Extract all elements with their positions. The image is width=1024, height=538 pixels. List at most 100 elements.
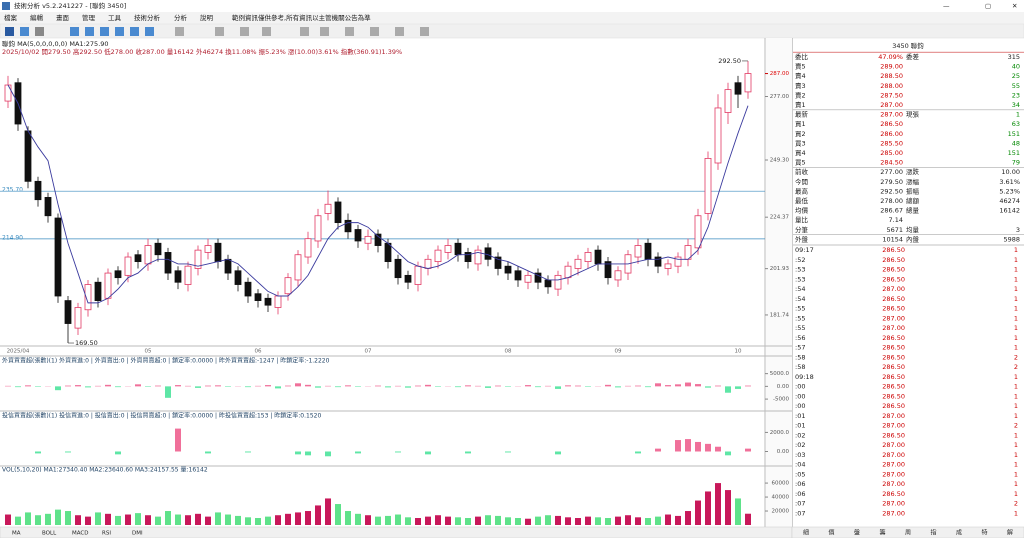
bar xyxy=(575,385,581,387)
quote-value: 55 xyxy=(1012,82,1020,90)
menu-item[interactable]: 管理 xyxy=(82,13,96,22)
bar xyxy=(205,451,211,454)
candle-body xyxy=(234,270,242,285)
view-tab[interactable]: 成 xyxy=(956,529,962,537)
volume-bar xyxy=(735,498,741,525)
candle-body xyxy=(174,270,182,283)
indicator-tab[interactable]: BOLL xyxy=(42,531,57,537)
volume-bar xyxy=(705,491,711,525)
volume-bar xyxy=(525,518,531,525)
volume-bar xyxy=(375,516,381,525)
bar xyxy=(565,385,571,387)
candle-body xyxy=(34,180,42,201)
close[interactable]: ✕ xyxy=(1012,2,1017,10)
volume-bar xyxy=(665,514,671,525)
tick-time: :55 xyxy=(795,314,805,322)
candle-body xyxy=(474,249,482,265)
menu-item[interactable]: 畫面 xyxy=(56,13,70,22)
quote-value: 289.00 xyxy=(880,63,903,71)
quote-value: 315 xyxy=(1008,53,1020,61)
candle-body xyxy=(334,201,342,224)
bar xyxy=(295,451,301,455)
view-tab[interactable]: 籌 xyxy=(879,529,885,537)
tick-price: 287.00 xyxy=(882,324,905,332)
tick-volume: 1 xyxy=(1014,470,1018,478)
menu-item[interactable]: 檔案 xyxy=(4,13,18,22)
bar xyxy=(645,386,651,388)
volume-bar xyxy=(425,516,431,525)
tick-volume: 1 xyxy=(1014,295,1018,303)
tick-volume: 2 xyxy=(1014,422,1018,430)
bar xyxy=(675,384,681,387)
bar xyxy=(155,385,161,387)
volume-bar xyxy=(595,517,601,525)
menu-item[interactable]: 技術分析 xyxy=(134,13,161,22)
view-tab[interactable]: 盤 xyxy=(854,529,860,537)
tick-price: 287.00 xyxy=(882,470,905,478)
tick-volume: 1 xyxy=(1014,480,1018,488)
y-tick-label: 20000 xyxy=(772,509,790,515)
y-tick-label: 0.00 xyxy=(777,449,790,455)
tick-volume: 1 xyxy=(1014,344,1018,352)
quote-value: 34 xyxy=(1012,101,1020,109)
bar xyxy=(715,446,721,452)
y-tick-label: 201.93 xyxy=(770,266,790,272)
quote-value: 288.50 xyxy=(880,72,903,80)
view-tab[interactable]: 指 xyxy=(930,529,936,537)
view-tab[interactable]: 解 xyxy=(1007,529,1013,537)
quote-label: 總額 xyxy=(906,196,920,205)
volume-bar xyxy=(605,518,611,525)
view-tab[interactable]: 特 xyxy=(981,529,987,537)
bar xyxy=(475,385,481,387)
volume-bar xyxy=(85,516,91,525)
candle-body xyxy=(94,281,102,301)
indicator-tab[interactable]: MA xyxy=(12,531,21,537)
view-tab[interactable]: 細 xyxy=(803,529,809,537)
tick-time: :52 xyxy=(795,256,805,264)
menu-item[interactable]: 編輯 xyxy=(30,13,44,22)
volume-bar xyxy=(395,514,401,525)
candle-body xyxy=(274,295,282,308)
quote-label: 賣1 xyxy=(795,100,806,109)
menu-item[interactable]: 分析 xyxy=(174,13,188,22)
panel-title: VOL(5,10,20) MA1:27340.40 MA2:23640.60 M… xyxy=(2,467,208,474)
quote-value: 16142 xyxy=(999,207,1020,215)
candle-body xyxy=(554,274,562,290)
candle-body xyxy=(114,270,122,279)
bar xyxy=(85,386,91,388)
right-tabs xyxy=(791,526,1024,538)
candle-body xyxy=(4,84,12,102)
tick-price: 287.00 xyxy=(882,500,905,508)
volume-bar xyxy=(745,513,751,525)
bar xyxy=(315,386,321,388)
quote-label: 買5 xyxy=(795,159,806,167)
volume-bar xyxy=(75,515,81,525)
tick-price: 287.00 xyxy=(882,451,905,459)
quote-value: 3.61% xyxy=(999,178,1020,186)
tick-time: :00 xyxy=(795,392,805,400)
bar xyxy=(305,451,311,456)
volume-bar xyxy=(315,505,321,525)
volume-bar xyxy=(545,515,551,525)
maximize[interactable]: ▢ xyxy=(985,2,991,10)
menu-item[interactable]: 說明 xyxy=(200,13,214,22)
quote-value: 286.67 xyxy=(880,207,903,215)
candle-body xyxy=(284,277,292,295)
indicator-tab[interactable]: MACD xyxy=(72,531,89,537)
bar xyxy=(605,384,611,387)
volume-bar xyxy=(455,517,461,525)
volume-bar xyxy=(205,516,211,525)
minimize[interactable]: — xyxy=(943,2,950,10)
bar xyxy=(35,386,41,387)
indicator-tab[interactable]: RSI xyxy=(102,531,111,537)
view-tab[interactable]: 價 xyxy=(828,529,834,537)
menu-item[interactable]: 工具 xyxy=(108,14,122,22)
candle-body xyxy=(724,89,732,113)
bar xyxy=(335,386,341,388)
volume-bar xyxy=(325,498,331,525)
candle-body xyxy=(614,270,622,281)
tick-price: 286.50 xyxy=(882,295,905,303)
indicator-tab[interactable]: DMI xyxy=(132,531,143,537)
tick-price: 286.50 xyxy=(882,246,905,254)
view-tab[interactable]: 周 xyxy=(905,530,911,537)
